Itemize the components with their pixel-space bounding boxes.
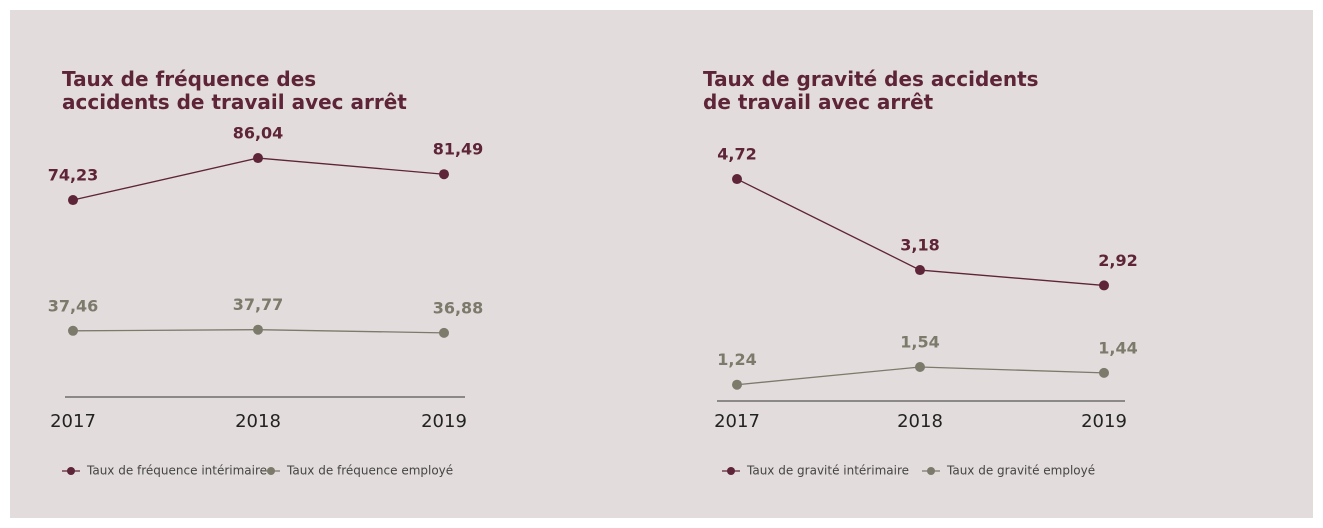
legend-marker — [67, 467, 75, 475]
point — [915, 361, 925, 372]
x-tick-label: 2019 — [1081, 411, 1127, 432]
chart-title: Taux de gravité des accidents de travail… — [703, 67, 1039, 114]
point — [732, 174, 742, 185]
legend-marker — [927, 467, 935, 475]
panel — [10, 10, 1313, 518]
point — [68, 195, 78, 206]
data-label: 3,18 — [900, 236, 939, 255]
legend-label: Taux de gravité employé — [946, 464, 1095, 478]
legend-marker — [727, 467, 735, 475]
point — [732, 379, 742, 390]
legend-label: Taux de fréquence employé — [286, 464, 453, 478]
data-label: 4,72 — [717, 145, 756, 164]
data-label: 1,54 — [900, 332, 939, 351]
data-label: 1,24 — [717, 350, 756, 369]
data-label: 37,77 — [233, 295, 284, 314]
data-label: 36,88 — [433, 298, 484, 317]
point — [439, 169, 449, 180]
data-label: 1,44 — [1098, 338, 1137, 357]
point — [915, 265, 925, 276]
point — [439, 327, 449, 338]
chart-title: Taux de fréquence des accidents de trava… — [62, 67, 407, 114]
point — [1099, 280, 1109, 291]
x-tick-label: 2018 — [235, 411, 281, 432]
x-tick-label: 2019 — [421, 411, 467, 432]
point — [1099, 367, 1109, 378]
data-label: 81,49 — [433, 140, 484, 159]
legend-label: Taux de gravité intérimaire — [746, 464, 909, 478]
x-tick-label: 2018 — [897, 411, 943, 432]
x-tick-label: 2017 — [714, 411, 760, 432]
data-label: 2,92 — [1098, 251, 1137, 270]
data-label: 86,04 — [233, 124, 284, 143]
legend-label: Taux de fréquence intérimaire — [86, 464, 267, 478]
series-line — [72, 157, 445, 201]
data-label: 37,46 — [48, 296, 99, 315]
data-label: 74,23 — [48, 166, 99, 185]
point — [68, 325, 78, 336]
legend-marker — [267, 467, 275, 475]
x-tick-label: 2017 — [50, 411, 96, 432]
point — [253, 324, 263, 335]
point — [253, 153, 263, 164]
